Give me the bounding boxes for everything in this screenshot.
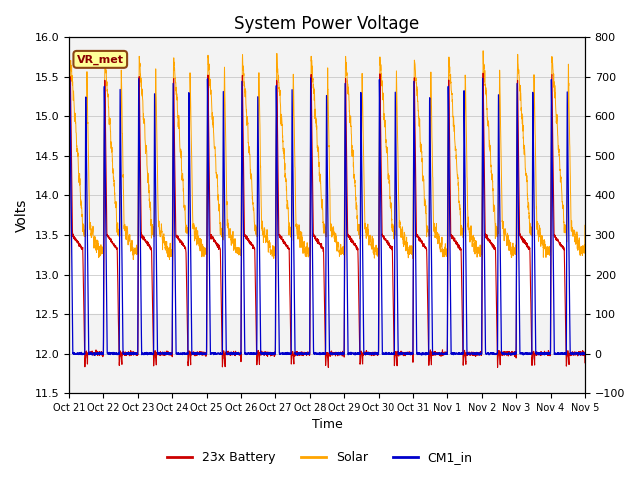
Legend: 23x Battery, Solar, CM1_in: 23x Battery, Solar, CM1_in [163, 446, 477, 469]
Y-axis label: Volts: Volts [15, 199, 29, 232]
Bar [69, 314, 585, 393]
Bar [69, 37, 585, 235]
Text: VR_met: VR_met [77, 54, 124, 64]
Title: System Power Voltage: System Power Voltage [234, 15, 420, 33]
X-axis label: Time: Time [312, 419, 342, 432]
